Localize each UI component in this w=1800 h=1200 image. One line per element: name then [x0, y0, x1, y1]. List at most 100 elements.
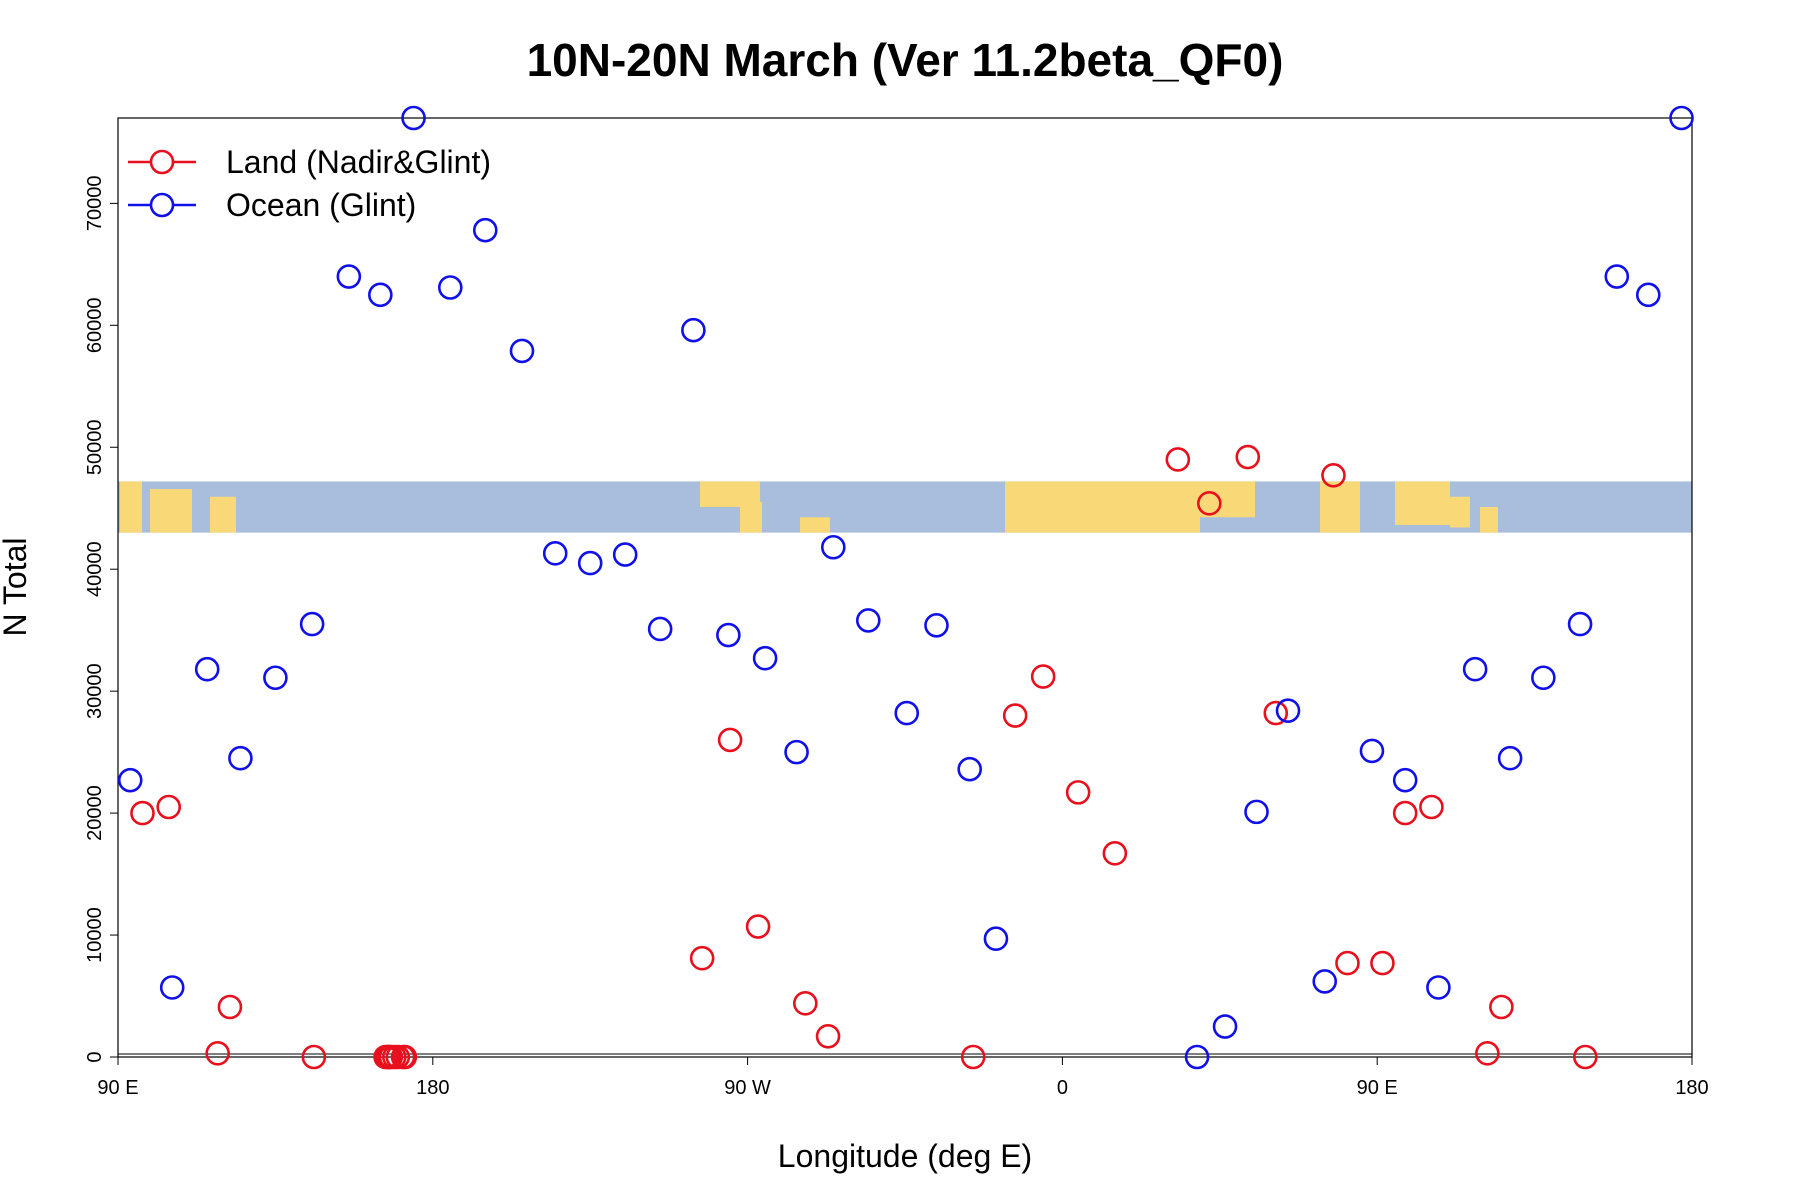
- land-point: [793, 991, 818, 1016]
- land-point: [205, 1041, 230, 1066]
- plot-frame: [117, 117, 1693, 1058]
- legend-label: Ocean (Glint): [226, 187, 416, 223]
- land-point: [1002, 703, 1028, 728]
- land-point: [1392, 800, 1418, 826]
- legend-marker: [149, 149, 175, 175]
- ocean-point: [159, 975, 185, 1000]
- legend-marker: [149, 192, 175, 218]
- y-tick-label: 30000: [84, 663, 106, 719]
- land-point: [1263, 700, 1289, 726]
- ocean-point: [368, 282, 393, 308]
- y-tick-label: 50000: [84, 419, 106, 475]
- x-axis: 90 E 180 90 W 0 90 E 180: [97, 1057, 1709, 1099]
- ocean-point: [894, 700, 920, 726]
- ocean-point: [784, 739, 809, 765]
- land-point: [1370, 950, 1395, 976]
- map-land-6: [1005, 481, 1200, 533]
- ocean-point: [117, 767, 143, 793]
- land-point: [1475, 1041, 1500, 1066]
- y-tick-label: 40000: [84, 541, 106, 597]
- y-tick-label: 20000: [84, 785, 106, 841]
- land-point: [689, 945, 715, 971]
- y-tick-label: 60000: [84, 297, 106, 353]
- ocean-point: [336, 264, 362, 289]
- ocean-point: [401, 105, 426, 131]
- land-point: [301, 1044, 327, 1070]
- ocean-point: [1212, 1014, 1238, 1039]
- ocean-point: [577, 550, 603, 576]
- land-point: [375, 1044, 400, 1070]
- x-tick-label: 180: [416, 1077, 449, 1099]
- y-axis: 0 10000 20000 30000 40000 50000 60000 70000: [84, 176, 118, 1063]
- ocean-point: [1604, 264, 1630, 289]
- map-land-4: [740, 501, 762, 533]
- x-tick-label: 90 E: [97, 1077, 138, 1099]
- land-point: [1573, 1044, 1598, 1070]
- legend-label: Land (Nadir&Glint): [226, 144, 491, 180]
- map-land-2: [210, 496, 236, 533]
- ocean-point: [983, 926, 1009, 952]
- series-0: [130, 444, 1598, 1070]
- ocean-point: [1392, 767, 1418, 793]
- ocean-point: [957, 756, 983, 782]
- chart-title: 10N-20N March (Ver 11.2beta_QF0): [527, 34, 1284, 86]
- x-tick-label: 90 E: [1357, 1077, 1398, 1099]
- ocean-point: [1359, 738, 1385, 764]
- ocean-point: [228, 745, 253, 771]
- land-point: [156, 794, 182, 820]
- ocean-point: [194, 656, 220, 682]
- ocean-point: [716, 622, 741, 648]
- land-point: [1165, 447, 1191, 472]
- ocean-point: [924, 613, 949, 638]
- ocean-point: [1635, 282, 1661, 308]
- legend: Land (Nadir&Glint) Ocean (Glint): [128, 144, 491, 223]
- ocean-point: [647, 616, 673, 642]
- x-tick-label: 0: [1057, 1077, 1068, 1099]
- data-points: [117, 105, 1694, 1070]
- ocean-point: [681, 317, 706, 343]
- ocean-point: [299, 611, 325, 637]
- x-axis-label: Longitude (deg E): [778, 1138, 1032, 1174]
- ocean-point: [1531, 665, 1556, 691]
- land-point: [1419, 794, 1444, 820]
- land-point: [130, 800, 155, 826]
- map-land-8: [1320, 481, 1360, 533]
- map-land-9: [1395, 481, 1450, 525]
- ocean-point: [1497, 745, 1523, 771]
- ocean-point: [1669, 105, 1694, 131]
- ocean-point: [1462, 656, 1488, 682]
- ocean-point: [1426, 975, 1451, 1000]
- land-point: [960, 1044, 986, 1070]
- ocean-point: [612, 542, 638, 567]
- land-point: [392, 1044, 418, 1070]
- land-point: [217, 994, 243, 1020]
- map-land-7: [1200, 481, 1255, 518]
- map-land-5: [800, 517, 830, 533]
- land-point: [1102, 841, 1128, 866]
- land-point: [1489, 994, 1514, 1020]
- land-point: [717, 727, 743, 753]
- land-point: [1065, 780, 1091, 805]
- land-point: [815, 1023, 841, 1049]
- land-point: [1335, 950, 1360, 976]
- ocean-point: [1244, 799, 1269, 825]
- y-axis-label: N Total: [0, 537, 33, 636]
- ocean-point: [1184, 1044, 1210, 1070]
- ocean-point: [1312, 969, 1338, 994]
- y-tick-label: 10000: [84, 907, 106, 963]
- land-point: [745, 914, 771, 939]
- land-point: [1030, 664, 1056, 689]
- y-tick-label: 0: [84, 1051, 106, 1062]
- ocean-point: [752, 645, 778, 671]
- ocean-point: [509, 338, 535, 364]
- land-point: [1197, 491, 1222, 516]
- map-land-11: [1480, 507, 1498, 533]
- x-tick-label: 90 W: [724, 1077, 771, 1099]
- ocean-point: [263, 665, 288, 691]
- y-tick-label: 70000: [84, 176, 106, 232]
- ocean-point: [472, 217, 498, 243]
- map-land-0: [120, 481, 142, 533]
- map-band: [118, 481, 1692, 533]
